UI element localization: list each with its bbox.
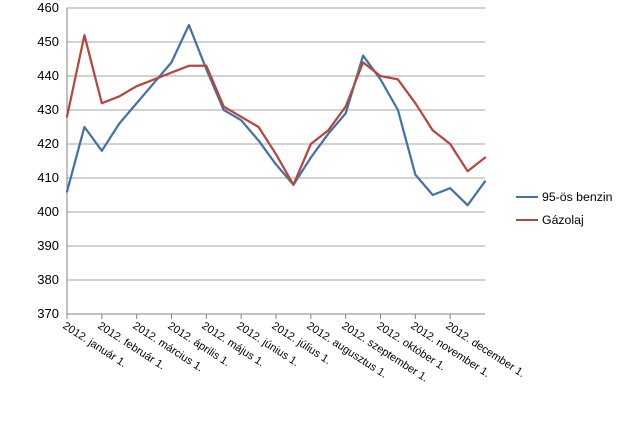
svg-text:430: 430 bbox=[37, 102, 59, 117]
svg-text:460: 460 bbox=[37, 0, 59, 15]
svg-text:380: 380 bbox=[37, 272, 59, 287]
svg-text:450: 450 bbox=[37, 34, 59, 49]
svg-text:370: 370 bbox=[37, 306, 59, 321]
svg-text:400: 400 bbox=[37, 204, 59, 219]
svg-text:410: 410 bbox=[37, 170, 59, 185]
svg-text:420: 420 bbox=[37, 136, 59, 151]
svg-text:390: 390 bbox=[37, 238, 59, 253]
svg-text:440: 440 bbox=[37, 68, 59, 83]
